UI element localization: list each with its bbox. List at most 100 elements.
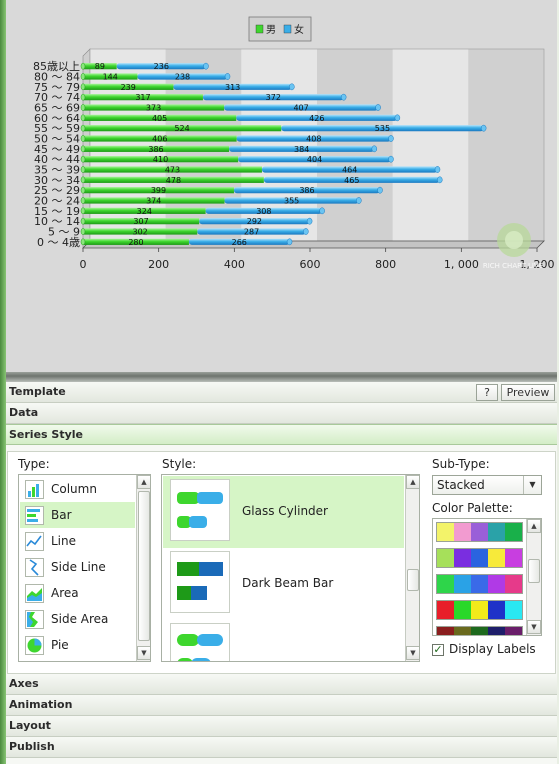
type-list-scrollbar[interactable]: ▲ ▼ [136,475,150,661]
data-label-male: 307 [133,217,148,226]
category-label: 45 ～ 49 [34,143,80,156]
scroll-thumb[interactable] [407,569,419,591]
style-item-dark-beam-bar[interactable]: Dark Beam Bar [163,548,404,620]
style-item-cylinder[interactable]: Cylinder [163,620,404,661]
help-button[interactable]: ? [476,384,498,401]
section-template[interactable]: Template ? Preview [6,382,557,403]
color-palette-option[interactable] [436,626,523,635]
bar-male-cap [80,217,86,225]
legend-label: 男 [266,24,276,36]
color-palette-option[interactable] [436,574,523,594]
scroll-thumb[interactable] [138,491,150,641]
type-item-line[interactable]: Line [20,528,135,554]
type-item-label: Pie [51,638,69,652]
palette-swatch [488,575,505,593]
bar-male-cap [80,145,86,153]
data-label-female: 238 [175,73,190,82]
display-labels-checkbox[interactable]: ✓ [432,643,444,656]
data-label-female: 408 [306,135,321,144]
color-palette-list[interactable]: ▲ ▼ [432,518,542,636]
palette-swatch [471,601,488,619]
subtype-label: Sub-Type: [432,457,490,471]
chevron-down-icon: ▼ [523,476,541,494]
category-label: 5 ～ 9 [48,226,80,239]
type-item-side-line[interactable]: Side Line [20,554,135,580]
bar-male-cap [80,93,86,101]
data-label-male: 317 [135,93,150,102]
x-tick-label: 0 [80,258,87,271]
bar-male [83,145,230,152]
bar-male [83,94,203,101]
data-label-male: 405 [152,114,167,123]
color-palette-option[interactable] [436,600,523,620]
bar-female [188,238,290,245]
palette-swatch [471,627,488,635]
bar-female-cap [371,145,378,153]
type-item-label: Side Area [51,612,109,626]
legend-label: 女 [294,23,304,36]
style-item-glass-cylinder[interactable]: Glass Cylinder [163,476,404,548]
bar-female [236,135,391,142]
type-item-label: Bar [51,508,72,522]
bar-male [83,135,237,142]
x-tick-label: 1, 000 [444,258,479,271]
settings-panel: Template ? Preview Data Series Style Typ… [6,382,557,764]
style-list-scrollbar[interactable]: ▲ ▼ [405,475,419,661]
window-left-border [0,0,6,764]
bar-male [83,238,189,245]
palette-scrollbar[interactable]: ▲ ▼ [526,519,541,635]
panel-splitter[interactable] [6,372,557,382]
bar-female [202,94,344,101]
section-data[interactable]: Data [6,403,557,424]
scroll-down-icon[interactable]: ▼ [137,646,150,660]
data-label-male: 478 [166,176,181,185]
style-list[interactable]: Glass Cylinder Dark Beam Bar Cylinder ▲ ▼ [161,474,420,662]
type-item-area[interactable]: Area [20,580,135,606]
section-animation[interactable]: Animation [6,695,557,716]
palette-swatch [488,627,505,635]
legend-swatch [255,24,264,34]
section-publish[interactable]: Publish [6,737,557,758]
bar-female-cap [394,114,401,122]
scroll-down-icon[interactable]: ▼ [406,646,419,660]
type-item-bar[interactable]: Bar [20,502,135,528]
color-palette-option[interactable] [436,522,523,542]
scroll-down-icon[interactable]: ▼ [527,620,541,634]
section-layout[interactable]: Layout [6,716,557,737]
scroll-up-icon[interactable]: ▲ [137,475,150,489]
series-style-body: Type: Style: Sub-Type: Column Bar Line Side… [7,451,556,674]
scroll-up-icon[interactable]: ▲ [527,519,541,533]
category-label: 50 ～ 54 [34,133,80,146]
palette-swatch [505,549,522,567]
category-label: 60 ～ 64 [34,112,80,125]
type-item-pie[interactable]: Pie [20,632,135,658]
bar-male-cap [80,166,86,173]
palette-swatch [454,601,471,619]
type-list[interactable]: Column Bar Line Side Line Area Side Area Pie ▲… [18,474,151,662]
scroll-up-icon[interactable]: ▲ [406,475,419,489]
data-label-male: 302 [132,228,147,237]
color-palette-option[interactable] [436,548,523,568]
data-label-male: 373 [146,104,161,113]
data-label-female: 292 [247,217,262,226]
data-label-female: 386 [299,186,314,195]
preview-button[interactable]: Preview [501,384,555,401]
palette-swatch [471,523,488,541]
scroll-thumb[interactable] [528,559,540,583]
section-axes[interactable]: Axes [6,674,557,695]
data-label-male: 399 [151,186,166,195]
palette-swatch [505,523,522,541]
bar-female [233,187,380,194]
type-item-side-area[interactable]: Side Area [20,606,135,632]
section-series-style[interactable]: Series Style [6,424,557,445]
data-label-male: 280 [128,238,143,247]
palette-swatch [437,601,454,619]
subtype-select[interactable]: Stacked ▼ [432,475,542,495]
data-label-male: 374 [146,197,161,206]
bar-male [83,187,234,194]
bar-female-cap [224,73,231,80]
palette-swatch [505,601,522,619]
palette-swatch [471,575,488,593]
type-item-column[interactable]: Column [20,476,135,502]
